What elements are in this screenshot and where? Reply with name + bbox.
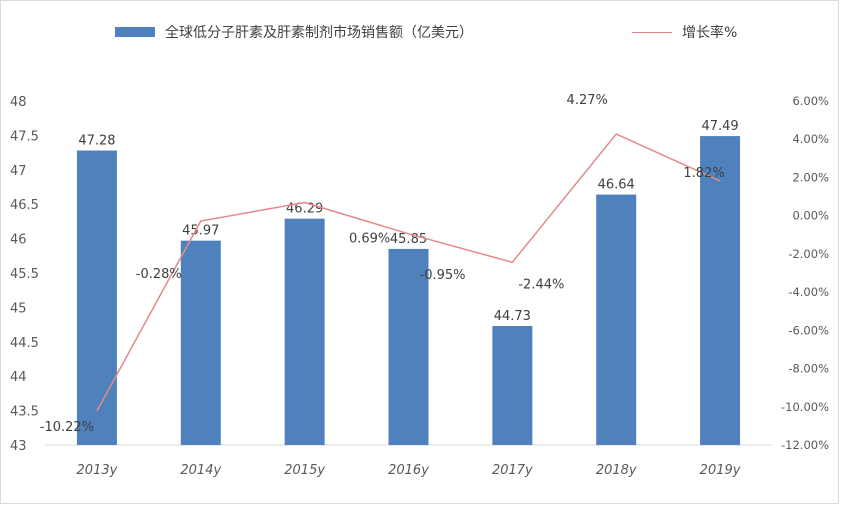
x-tick-label: 2017y (492, 463, 533, 478)
legend-label-growth: 增长率% (682, 25, 738, 41)
y-left-tick-label: 45 (10, 301, 27, 316)
y-left-tick-label: 47 (10, 164, 27, 179)
x-tick-label: 2013y (77, 463, 118, 478)
bar-2018y (596, 194, 637, 445)
bar-value-label: 47.49 (701, 119, 738, 134)
y-left-tick-label: 44.5 (10, 336, 39, 351)
y-right-tick-label: -4.00% (788, 285, 829, 299)
legend-item-growth: 增长率% (632, 22, 737, 42)
y-left-tick-label: 43 (10, 439, 27, 454)
growth-rate-label: -0.28% (136, 267, 182, 282)
y-left-tick-label: 48 (10, 95, 27, 110)
bar-value-label: 47.28 (78, 134, 115, 149)
y-right-tick-label: 0.00% (792, 209, 829, 223)
y-right-tick-label: 4.00% (792, 132, 829, 146)
y-left-tick-label: 44 (10, 370, 27, 385)
y-left-tick-label: 43.5 (10, 405, 39, 420)
y-right-tick-label: -10.00% (781, 400, 829, 414)
x-tick-label: 2018y (596, 463, 637, 478)
growth-rate-label: 0.69% (349, 231, 390, 246)
y-right-tick-label: -8.00% (788, 362, 829, 376)
y-left-tick-label: 47.5 (10, 129, 39, 144)
bar-value-label: 45.97 (182, 224, 219, 239)
growth-rate-label: -10.22% (40, 420, 94, 435)
y-right-tick-label: -12.00% (781, 438, 829, 452)
y-right-tick-label: 6.00% (792, 94, 829, 108)
legend-item-sales: 全球低分子肝素及肝素制剂市场销售额（亿美元） (115, 22, 473, 42)
growth-rate-label: -2.44% (518, 277, 564, 292)
y-left-tick-label: 45.5 (10, 267, 39, 282)
bar-value-label: 46.29 (286, 202, 323, 217)
y-left-tick-label: 46.5 (10, 198, 39, 213)
bar-2014y (180, 240, 221, 445)
legend-swatch-growth (632, 31, 672, 33)
y-right-tick-label: -6.00% (788, 323, 829, 337)
bar-value-label: 46.64 (598, 178, 635, 193)
bar-2019y (700, 136, 741, 445)
bar-value-label: 44.73 (494, 309, 531, 324)
legend-swatch-sales (115, 27, 155, 37)
x-tick-label: 2019y (700, 463, 741, 478)
x-tick-label: 2016y (388, 463, 429, 478)
y-left-tick-label: 46 (10, 233, 27, 248)
legend-label-sales: 全球低分子肝素及肝素制剂市场销售额（亿美元） (165, 25, 473, 41)
y-right-tick-label: -2.00% (788, 247, 829, 261)
bar-2016y (388, 248, 429, 445)
bar-2017y (492, 325, 533, 445)
bar-2013y (76, 150, 117, 445)
growth-rate-label: 1.82% (683, 166, 724, 181)
x-tick-label: 2014y (180, 463, 221, 478)
chart-legend: 全球低分子肝素及肝素制剂市场销售额（亿美元） 增长率% (0, 18, 841, 48)
x-tick-label: 2015y (284, 463, 325, 478)
growth-rate-line (96, 133, 721, 412)
growth-rate-label: 4.27% (567, 93, 608, 108)
growth-rate-label: -0.95% (420, 268, 466, 283)
bar-2015y (284, 218, 325, 445)
y-right-tick-label: 2.00% (792, 170, 829, 184)
